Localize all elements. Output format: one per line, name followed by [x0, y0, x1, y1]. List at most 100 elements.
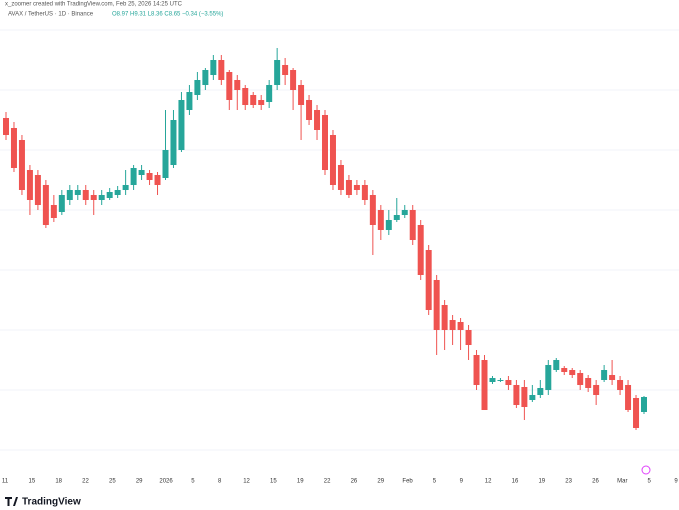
candle-body — [34, 175, 41, 205]
x-tick-label: 2026 — [159, 479, 173, 485]
x-tick-label: 19 — [297, 479, 304, 485]
x-tick-label: 22 — [324, 479, 331, 485]
candle-body — [66, 190, 73, 200]
candle-body — [513, 385, 520, 405]
x-tick-label: 11 — [2, 479, 9, 485]
candle-body — [361, 185, 368, 200]
candle-body — [194, 80, 201, 95]
candle-body — [393, 215, 400, 220]
candle-body — [465, 330, 472, 345]
candle-body — [489, 378, 496, 382]
candle-body — [457, 322, 464, 330]
candle-body — [130, 168, 137, 185]
x-tick-label: Mar — [617, 479, 627, 485]
x-tick-label: 22 — [82, 479, 89, 485]
x-tick-label: 15 — [270, 479, 277, 485]
logo-icon — [5, 497, 18, 506]
candle-body — [74, 190, 81, 195]
candle-body — [569, 370, 576, 375]
candle-body — [162, 150, 169, 178]
candle-body — [258, 100, 265, 105]
x-tick-label: 9 — [460, 479, 464, 485]
candle-body — [250, 95, 257, 105]
candle-body — [401, 210, 408, 215]
candle-body — [226, 72, 233, 100]
candle-body — [186, 92, 193, 110]
x-tick-label: 12 — [485, 479, 492, 485]
candle-body — [266, 85, 273, 102]
x-tick-label: 23 — [565, 479, 572, 485]
candle-body — [138, 170, 145, 175]
x-tick-label: 29 — [377, 479, 384, 485]
candle-body — [146, 173, 153, 180]
candle-body — [298, 85, 305, 105]
candle-body — [521, 387, 528, 407]
candle-body — [18, 140, 25, 190]
candle-body — [242, 88, 249, 105]
candle-body — [641, 397, 647, 412]
candle-body — [441, 305, 448, 330]
candle-body — [545, 365, 552, 390]
credit: x_zoomer created with TradingView.com, F… — [5, 2, 183, 8]
ohlc-text: O8.97 H9.31 L8.36 C8.65 −0.34 (−3.55%) — [112, 12, 223, 18]
candle-body — [234, 80, 241, 90]
symbol: AVAX / TetherUS · 1D · Binance — [8, 12, 94, 18]
x-tick-label: 26 — [351, 479, 358, 485]
candle-body — [473, 355, 480, 385]
x-tick-label: 9 — [674, 479, 678, 485]
candle-body — [290, 70, 297, 90]
candle-body — [577, 373, 584, 385]
candle-body — [633, 398, 640, 428]
candle-body — [625, 385, 632, 410]
candle-body — [10, 128, 17, 168]
candle-body — [26, 170, 33, 200]
x-tick-label: 12 — [243, 479, 250, 485]
candle-body — [601, 370, 608, 380]
candle-body — [529, 395, 536, 400]
candle-body — [609, 375, 616, 380]
x-tick-label: 5 — [433, 479, 437, 485]
candle-body — [210, 60, 217, 75]
logo: TradingView — [5, 497, 81, 508]
candle-body — [106, 192, 113, 198]
x-tick-label: Feb — [402, 479, 413, 485]
candle-body — [58, 195, 65, 212]
candle-body — [593, 385, 600, 395]
candle-body — [353, 185, 360, 190]
candle-body — [345, 180, 352, 195]
candle-body — [178, 100, 185, 150]
candle-body — [337, 165, 344, 190]
candle-body — [218, 60, 225, 80]
x-tick-label: 26 — [592, 479, 599, 485]
candle-body — [377, 210, 384, 230]
candle-body — [561, 368, 568, 372]
candle-body — [282, 65, 289, 75]
candle-body — [90, 195, 97, 200]
candle-body — [274, 60, 281, 85]
x-tick-label: 25 — [109, 479, 116, 485]
candle-body — [537, 388, 544, 395]
x-tick-label: 8 — [218, 479, 222, 485]
candle-body — [322, 115, 328, 170]
candle-body — [481, 360, 488, 410]
candle-body — [433, 280, 440, 330]
x-tick-label: 16 — [512, 479, 519, 485]
x-tick-label: 18 — [55, 479, 62, 485]
candle-body — [505, 380, 512, 385]
x-tick-label: 29 — [136, 479, 143, 485]
candle-body — [42, 185, 49, 225]
logo-text: TradingView — [22, 497, 81, 508]
x-tick-label: 19 — [538, 479, 545, 485]
candle-body — [306, 100, 313, 120]
candle-body — [449, 320, 456, 330]
x-tick-label: 5 — [647, 479, 651, 485]
x-tick-label: 15 — [28, 479, 35, 485]
candle-body — [170, 120, 177, 165]
candle-body — [114, 190, 121, 195]
icon — [641, 465, 651, 475]
candle-body — [154, 175, 161, 185]
candle-body — [82, 190, 89, 200]
candle-body — [585, 378, 592, 388]
